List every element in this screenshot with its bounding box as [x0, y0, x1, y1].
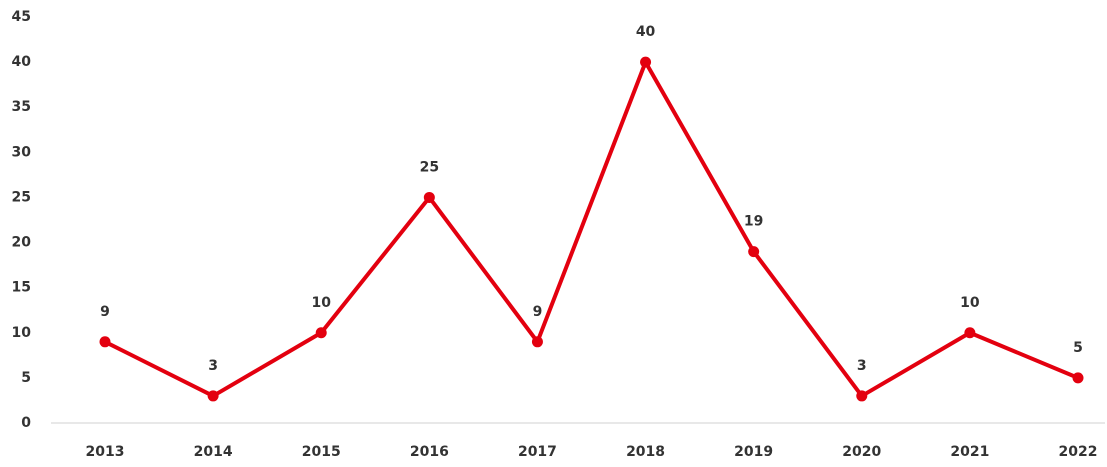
line: [104, 60, 1079, 398]
y-tick-label: 10: [12, 325, 32, 341]
y-tick-label: 15: [12, 280, 31, 296]
data-label: 10: [311, 295, 331, 311]
y-tick-label: 25: [12, 189, 31, 205]
y-tick-label: 5: [21, 370, 31, 386]
x-tick-label: 2015: [302, 444, 341, 460]
data-label: 40: [636, 24, 656, 40]
x-tick-label: 2016: [410, 444, 449, 460]
y-tick-label: 0: [21, 415, 31, 431]
x-tick-label: 2017: [518, 444, 557, 460]
x-tick-label: 2022: [1059, 444, 1098, 460]
data-label: 19: [744, 214, 763, 230]
y-tick-label: 35: [12, 99, 31, 115]
x-tick-label: 2020: [842, 444, 881, 460]
point: [1072, 372, 1084, 384]
point: [964, 327, 976, 339]
data-label: 9: [100, 304, 110, 320]
x-tick-label: 2021: [950, 444, 989, 460]
y-tick-label: 45: [12, 9, 31, 25]
point: [423, 191, 435, 203]
data-label: 9: [533, 304, 543, 320]
point: [207, 390, 219, 402]
point: [315, 327, 327, 339]
x-tick-label: 2018: [626, 444, 665, 460]
x-tick-label: 2014: [194, 444, 233, 460]
point: [99, 336, 111, 348]
y-tick-label: 20: [12, 235, 32, 251]
data-label: 25: [420, 159, 439, 175]
x-tick-label: 2013: [86, 444, 125, 460]
x-tick-label: 2019: [734, 444, 773, 460]
data-label: 3: [208, 358, 218, 374]
data-label: 3: [857, 358, 867, 374]
point: [640, 56, 652, 68]
point: [531, 336, 543, 348]
data-label: 5: [1073, 340, 1083, 356]
y-tick-label: 40: [12, 54, 32, 70]
point: [856, 390, 868, 402]
data-label: 10: [960, 295, 980, 311]
y-tick-label: 30: [12, 144, 32, 160]
point: [748, 246, 760, 258]
